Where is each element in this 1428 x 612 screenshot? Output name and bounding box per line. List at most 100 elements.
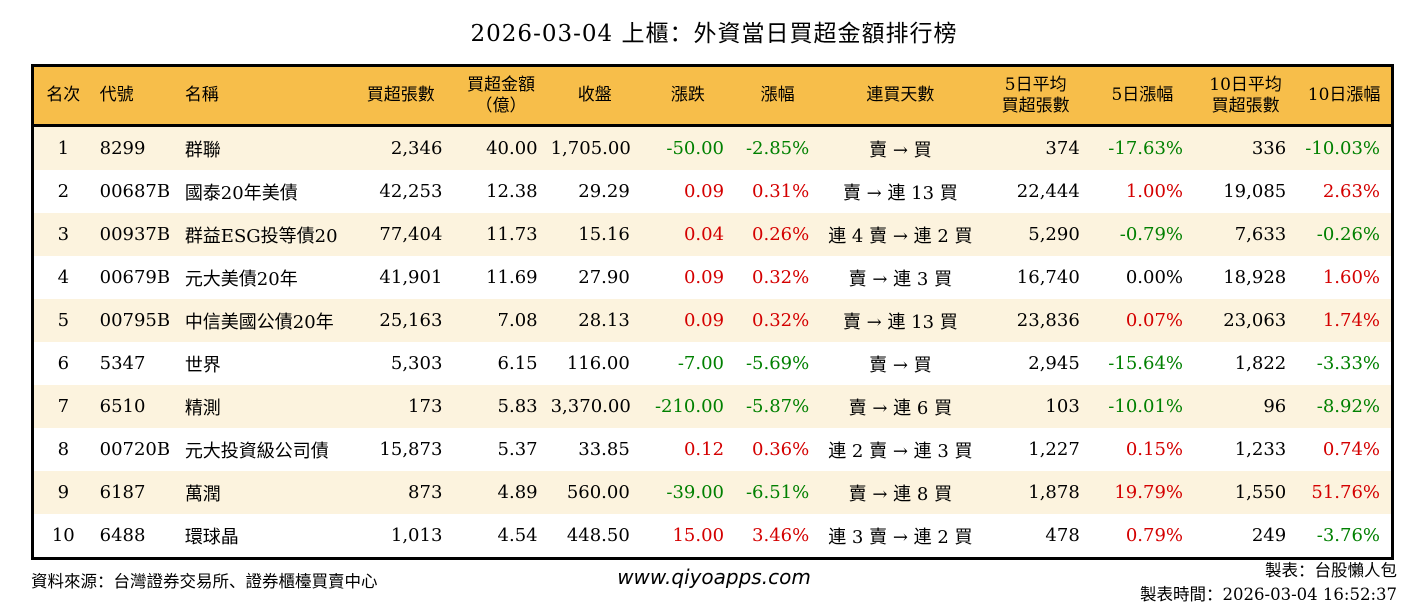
cell-change-pct: 0.36% [752,439,810,460]
credit-block: 製表：台股懶人包 製表時間：2026-03-04 16:52:37 [1140,559,1397,607]
cell-net-buy-volume: 77,404 [379,224,443,245]
column-header-consecutive-days: 連買天數 [820,65,981,127]
cell-rank: 8 [57,439,70,460]
cell-net-buy-volume: 42,253 [379,181,443,202]
cell-net-buy-volume: 173 [408,396,443,417]
cell-net-buy-amount: 4.89 [497,482,538,503]
cell-close: 560.00 [566,482,630,503]
cell-change: 0.09 [683,181,725,202]
cell-rank: 6 [57,353,70,374]
table-row: 5 00795B 中信美國公債20年 25,163 7.08 28.13 0.09 0.32%… [32,299,1393,342]
column-header-avg5-net-buy-volume: 5日平均 買超張數 [980,65,1091,127]
column-header-name: 名稱 [177,65,349,127]
column-header-close: 收盤 [548,65,641,127]
cell-change-pct-5d: -15.64% [1108,353,1183,374]
cell-name: 萬潤 [184,483,221,505]
cell-code: 6488 [99,525,146,546]
cell-name: 元大美債20年 [184,268,298,290]
cell-net-buy-amount: 11.69 [486,267,538,288]
generated-time-label: 製表時間：2026-03-04 16:52:37 [1140,585,1397,604]
cell-avg10-net-buy-volume: 1,822 [1234,353,1287,374]
cell-change-pct-10d: -8.92% [1316,396,1380,417]
cell-change-pct-10d: 51.76% [1311,482,1380,503]
cell-change-pct: 0.26% [752,224,810,245]
cell-avg5-net-buy-volume: 374 [1045,138,1080,159]
cell-consecutive-days: 賣 → 連 13 買 [842,182,958,204]
cell-change-pct: 0.32% [752,310,810,331]
cell-change-pct-5d: 0.15% [1125,439,1183,460]
cell-code: 6510 [99,396,146,417]
cell-consecutive-days: 連 4 賣 → 連 2 買 [828,225,973,247]
cell-change-pct-10d: -0.26% [1316,224,1380,245]
cell-net-buy-amount: 7.08 [497,310,538,331]
cell-net-buy-amount: 5.37 [497,439,538,460]
column-header-net-buy-amount: 買超金額 （億） [453,65,549,127]
website-label: www.qiyoapps.com [617,565,811,589]
column-header-avg10-net-buy-volume: 10日平均 買超張數 [1194,65,1298,127]
cell-code: 8299 [99,138,146,159]
cell-name: 國泰20年美債 [184,182,298,204]
cell-name: 環球晶 [184,526,239,548]
cell-rank: 7 [57,396,70,417]
cell-avg10-net-buy-volume: 96 [1263,396,1287,417]
cell-change: -39.00 [666,482,725,503]
ranking-table: 名次 代號 名稱 買超張數 買超金額 （億） 收盤 漲跌 漲幅 連買天數 5日平均 買超張數 5日漲… [31,64,1394,560]
cell-avg5-net-buy-volume: 16,740 [1016,267,1080,288]
cell-change-pct-10d: -3.33% [1316,353,1380,374]
cell-change: 0.09 [683,267,725,288]
table-row: 8 00720B 元大投資級公司債 15,873 5.37 33.85 0.12 0.36% 連… [33,428,1393,471]
cell-change-pct: -2.85% [745,138,810,159]
cell-change-pct-10d: 1.60% [1322,267,1380,288]
cell-rank: 4 [57,267,70,288]
cell-change: -210.00 [654,396,725,417]
cell-avg5-net-buy-volume: 1,878 [1028,482,1080,503]
cell-consecutive-days: 賣 → 買 [869,354,932,376]
cell-consecutive-days: 連 3 賣 → 連 2 買 [828,526,973,548]
cell-change-pct-10d: 0.74% [1322,439,1380,460]
cell-change-pct-5d: 19.79% [1114,482,1183,503]
cell-avg10-net-buy-volume: 1,550 [1234,482,1287,503]
cell-change-pct: -5.69% [745,353,810,374]
cell-code: 00795B [99,310,171,331]
table-row: 10 6488 環球晶 1,013 4.54 448.50 15.00 3.46% 連 3 賣 … [33,514,1393,559]
cell-change-pct-5d: -17.63% [1108,138,1183,159]
cell-consecutive-days: 賣 → 連 13 買 [842,311,958,333]
cell-consecutive-days: 連 2 賣 → 連 3 買 [828,440,973,462]
cell-change-pct-10d: -3.76% [1316,525,1380,546]
data-source-label: 資料來源：台灣證券交易所、證券櫃檯買賣中心 [31,572,378,591]
cell-close: 116.00 [566,353,630,374]
header-row: 名次 代號 名稱 買超張數 買超金額 （億） 收盤 漲跌 漲幅 連買天數 5日平均 買超張數 5日漲… [32,65,1393,127]
cell-net-buy-amount: 6.15 [497,353,538,374]
table-row: 4 00679B 元大美債20年 41,901 11.69 27.90 0.09 0.32% 賣… [33,256,1393,299]
author-label: 製表：台股懶人包 [1265,561,1397,580]
cell-code: 00720B [99,439,171,460]
cell-name: 群益ESG投等債20 [184,225,338,247]
cell-consecutive-days: 賣 → 買 [869,139,932,161]
column-header-change-pct-5d: 5日漲幅 [1090,65,1194,127]
cell-change-pct-5d: 0.79% [1125,525,1183,546]
cell-net-buy-amount: 5.83 [497,396,538,417]
cell-change-pct-10d: 1.74% [1322,310,1380,331]
cell-net-buy-volume: 41,901 [379,267,443,288]
column-header-net-buy-volume: 買超張數 [348,65,454,127]
cell-net-buy-amount: 11.73 [486,224,538,245]
table-row: 3 00937B 群益ESG投等債20 77,404 11.73 15.16 0.04 0.2… [32,213,1393,256]
cell-rank: 2 [57,181,70,202]
cell-change-pct: 3.46% [752,525,810,546]
cell-name: 元大投資級公司債 [184,440,329,462]
cell-rank: 5 [57,310,70,331]
cell-avg10-net-buy-volume: 7,633 [1234,224,1287,245]
table-row: 2 00687B 國泰20年美債 42,253 12.38 29.29 0.09 0.31% 賣… [33,170,1393,213]
cell-avg10-net-buy-volume: 336 [1251,138,1287,159]
cell-name: 世界 [184,354,221,376]
cell-rank: 1 [57,138,70,159]
cell-net-buy-amount: 12.38 [486,181,538,202]
table-row: 1 8299 群聯 2,346 40.00 1,705.00 -50.00 -2.85% 賣 →… [32,125,1393,170]
cell-change-pct-10d: -10.03% [1305,138,1380,159]
cell-net-buy-amount: 40.00 [486,138,538,159]
cell-change: 0.04 [683,224,725,245]
cell-change-pct-10d: 2.63% [1322,181,1380,202]
cell-avg5-net-buy-volume: 2,945 [1028,353,1080,374]
cell-name: 中信美國公債20年 [184,311,334,333]
cell-avg5-net-buy-volume: 5,290 [1028,224,1080,245]
